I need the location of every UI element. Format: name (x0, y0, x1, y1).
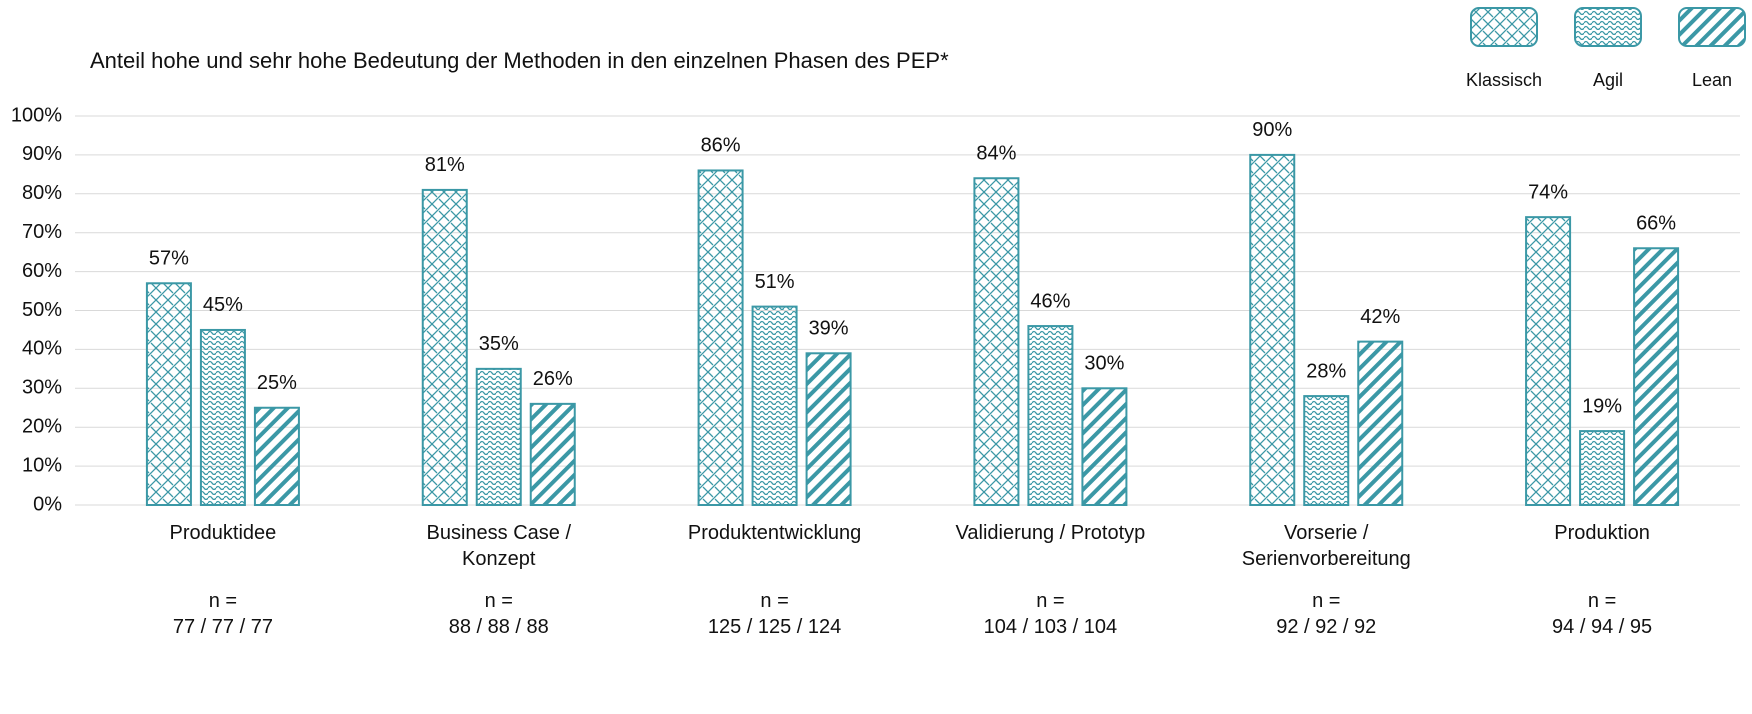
x-tick-label: Produktidee (169, 522, 277, 544)
bar (1633, 247, 1680, 506)
value-label: 46% (1030, 290, 1070, 312)
chart-title: Anteil hohe und sehr hohe Bedeutung der … (90, 48, 949, 73)
legend-swatch (1678, 7, 1746, 47)
legend-swatch (1470, 7, 1538, 47)
value-label: 19% (1582, 395, 1622, 417)
value-label: 66% (1636, 213, 1676, 235)
bar (973, 177, 1020, 507)
x-tick-label: Business Case / Konzept (426, 522, 571, 570)
y-tick-label: 10% (22, 454, 62, 476)
bar (475, 367, 522, 506)
bar (145, 282, 192, 506)
bar (199, 328, 246, 507)
bar (1579, 430, 1626, 506)
value-label: 30% (1084, 353, 1124, 375)
bar (1249, 153, 1296, 506)
value-label: 57% (149, 248, 189, 270)
y-tick-label: 20% (22, 415, 62, 437)
value-label: 26% (533, 368, 573, 390)
bar (1525, 216, 1572, 506)
y-tick-label: 90% (22, 143, 62, 165)
y-tick-label: 70% (22, 221, 62, 243)
bar (1081, 387, 1128, 506)
bar (421, 188, 468, 506)
bar (253, 406, 300, 506)
value-label: 39% (809, 318, 849, 340)
x-tick-label: Produktion (1554, 522, 1650, 544)
bar (1303, 395, 1350, 506)
value-label: 51% (755, 271, 795, 293)
sample-size: n = 88 / 88 / 88 (448, 590, 549, 638)
y-tick-label: 100% (11, 104, 62, 126)
y-tick-label: 80% (22, 182, 62, 204)
x-tick-label: Produktentwicklung (687, 522, 862, 544)
legend-swatch (1574, 7, 1642, 47)
y-tick-label: 0% (33, 493, 62, 515)
sample-size: n = 104 / 103 / 104 (983, 590, 1118, 638)
sample-size: n = 94 / 94 / 95 (1552, 590, 1653, 638)
value-label: 42% (1360, 306, 1400, 328)
legend-label: Lean (1692, 70, 1732, 90)
sample-size: n = 125 / 125 / 124 (707, 590, 842, 638)
y-tick-label: 60% (22, 260, 62, 282)
bar (1357, 340, 1404, 506)
bar (751, 305, 798, 506)
bar (1027, 325, 1074, 506)
value-label: 74% (1528, 181, 1568, 203)
x-tick-label: Validierung / Prototyp (955, 522, 1146, 544)
value-label: 90% (1252, 119, 1292, 141)
value-label: 45% (203, 294, 243, 316)
bar (697, 169, 744, 507)
legend-label: Agil (1593, 70, 1623, 90)
sample-size: n = 77 / 77 / 77 (172, 590, 273, 638)
value-label: 35% (479, 333, 519, 355)
y-tick-label: 50% (22, 299, 62, 321)
value-label: 81% (425, 154, 465, 176)
value-label: 25% (257, 372, 297, 394)
y-tick-label: 30% (22, 377, 62, 399)
bar (805, 352, 852, 507)
y-tick-label: 40% (22, 338, 62, 360)
sample-size: n = 92 / 92 / 92 (1276, 590, 1377, 638)
legend-label: Klassisch (1466, 70, 1542, 90)
value-label: 86% (701, 135, 741, 157)
bar (529, 402, 576, 506)
x-tick-label: Vorserie / Serienvorbereitung (1241, 522, 1411, 570)
value-label: 84% (976, 143, 1016, 165)
value-label: 28% (1306, 360, 1346, 382)
